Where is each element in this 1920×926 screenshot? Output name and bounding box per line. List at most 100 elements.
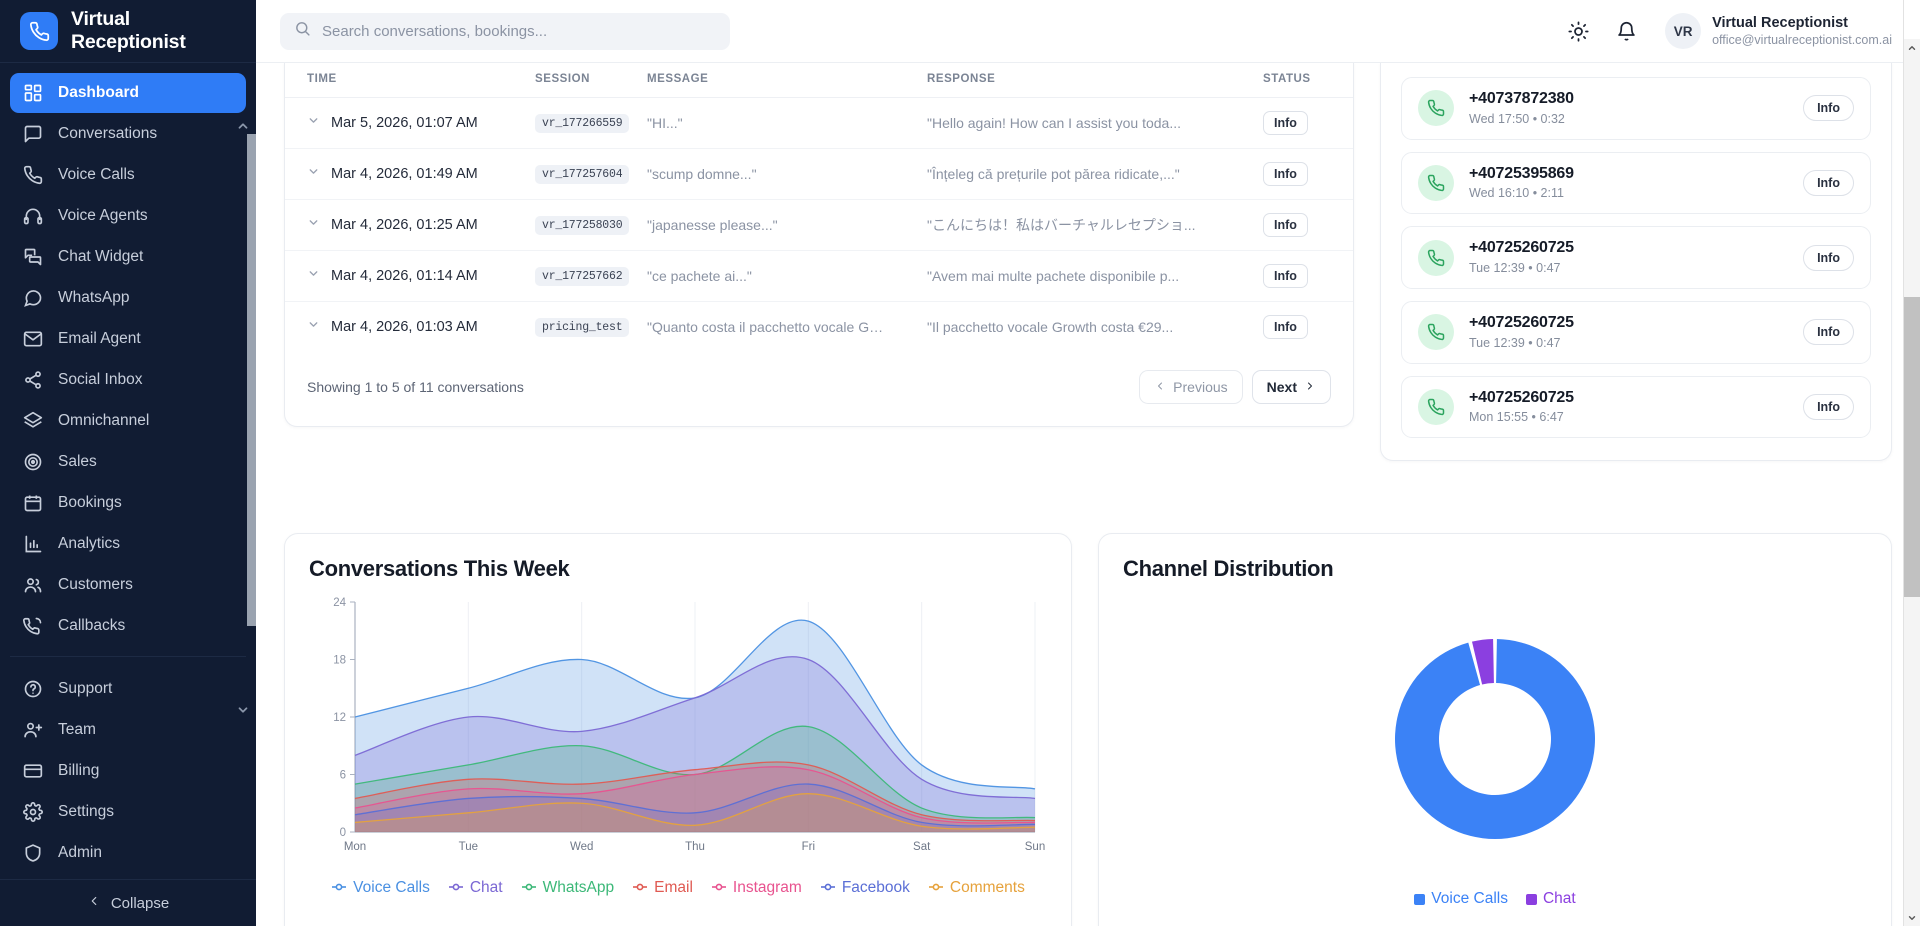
call-details: +40725260725 Tue 12:39 • 0:47 [1469,238,1574,277]
svg-text:Wed: Wed [570,841,593,853]
sidebar-item-support[interactable]: Support [10,669,246,709]
sidebar-primary-nav: Dashboard Conversations Voice Calls Voic… [0,73,256,873]
area-chart-body: 0 6 12 18 24 Mon Tue Wed Thu Fri Sat Sun [309,594,1047,871]
sidebar-item-whatsapp[interactable]: WhatsApp [10,278,246,318]
legend-marker-icon [632,879,648,897]
call-info-button[interactable]: Info [1803,170,1854,196]
sidebar-item-analytics[interactable]: Analytics [10,524,246,564]
sidebar-item-conversations[interactable]: Conversations [10,114,246,154]
sun-icon[interactable] [1565,18,1591,44]
sidebar-item-label: Customers [58,576,133,593]
sidebar-item-admin[interactable]: Admin [10,833,246,873]
collapse-label: Collapse [110,894,170,912]
table-row[interactable]: Mar 4, 2026, 01:03 AM pricing_test "Quan… [285,302,1353,353]
legend-item-voice-calls[interactable]: Voice Calls [1414,890,1508,908]
previous-label: Previous [1173,379,1228,395]
row-time: Mar 4, 2026, 01:49 AM [331,166,478,182]
sidebar-footer: Collapse [0,879,256,926]
legend-item-chat[interactable]: Chat [448,879,503,897]
time-cell: Mar 4, 2026, 01:49 AM [307,165,535,183]
call-list-item[interactable]: +40725395869 Wed 16:10 • 2:11 Info [1401,151,1871,215]
phone-icon [1418,165,1454,201]
sidebar-item-dashboard[interactable]: Dashboard [10,73,246,113]
chevron-down-icon[interactable] [307,267,320,285]
sidebar-scrollbar[interactable] [247,126,256,683]
sidebar-nav-scroll[interactable]: Dashboard Conversations Voice Calls Voic… [0,63,256,879]
sidebar-item-customers[interactable]: Customers [10,565,246,605]
chevron-down-icon[interactable] [307,114,320,132]
sidebar-item-callbacks[interactable]: Callbacks [10,606,246,646]
scroll-down-arrow-icon[interactable] [1904,909,1920,926]
legend-item-instagram[interactable]: Instagram [711,879,802,897]
call-info-button[interactable]: Info [1803,95,1854,122]
user-menu[interactable]: VR Virtual Receptionist office@virtualre… [1661,13,1892,49]
row-info-button[interactable]: Info [1263,213,1308,237]
page-scrollbar-thumb[interactable] [1904,297,1920,597]
sidebar-item-voice-calls[interactable]: Voice Calls [10,155,246,195]
next-page-button[interactable]: Next [1251,370,1331,404]
sidebar-scrollbar-thumb[interactable] [247,134,256,626]
call-info-button[interactable]: Info [1803,319,1854,346]
previous-page-button[interactable]: Previous [1139,370,1243,404]
legend-marker-icon [928,879,944,897]
donut-chart-svg[interactable] [1345,594,1645,884]
donut-slice[interactable] [1395,639,1595,840]
row-info-button[interactable]: Info [1263,315,1308,339]
row-info-button[interactable]: Info [1263,162,1308,186]
sidebar-item-label: Settings [58,803,115,820]
scroll-up-arrow-icon[interactable] [1904,39,1920,56]
user-plus-icon [22,720,43,741]
chevron-down-icon[interactable] [307,318,320,336]
call-list-item[interactable]: +40725260725 Tue 12:39 • 0:47 Info [1401,226,1871,290]
call-info-button[interactable]: Info [1803,394,1854,421]
donut-slice[interactable] [1471,639,1494,685]
bell-icon[interactable] [1613,18,1639,44]
search-container[interactable] [280,12,730,50]
sidebar-item-omnichannel[interactable]: Omnichannel [10,401,246,441]
page-scrollbar[interactable] [1903,0,1920,926]
legend-item-voice-calls[interactable]: Voice Calls [331,879,430,897]
row-response: "Hello again! How can I assist you toda.… [927,115,1181,131]
search-input[interactable] [322,22,716,40]
row-info-button[interactable]: Info [1263,111,1308,135]
sidebar-item-social-inbox[interactable]: Social Inbox [10,360,246,400]
share-icon [22,370,43,391]
chevron-down-icon[interactable] [236,703,250,717]
table-row[interactable]: Mar 4, 2026, 01:25 AM vr_177258030 "japa… [285,199,1353,251]
legend-item-whatsapp[interactable]: WhatsApp [521,879,614,897]
table-row[interactable]: Mar 4, 2026, 01:14 AM vr_177257662 "ce p… [285,250,1353,302]
area-chart-svg[interactable]: 0 6 12 18 24 Mon Tue Wed Thu Fri Sat Sun [309,594,1049,866]
legend-item-chat[interactable]: Chat [1525,890,1576,908]
channel-distribution-card: Channel Distribution Voice Calls Chat [1098,533,1892,926]
sidebar-item-chat-widget[interactable]: Chat Widget [10,237,246,277]
chevron-up-icon[interactable] [236,119,250,133]
table-row[interactable]: Mar 4, 2026, 01:49 AM vr_177257604 "scum… [285,148,1353,200]
sidebar-item-billing[interactable]: Billing [10,751,246,791]
row-info-button[interactable]: Info [1263,264,1308,288]
cell-session: vr_177257662 [535,250,647,302]
sidebar-item-email-agent[interactable]: Email Agent [10,319,246,359]
legend-item-facebook[interactable]: Facebook [820,879,910,897]
user-name: Virtual Receptionist [1712,14,1848,31]
legend-item-email[interactable]: Email [632,879,693,897]
row-time: Mar 4, 2026, 01:25 AM [331,217,478,233]
call-list-item[interactable]: +40737872380 Wed 17:50 • 0:32 Info [1401,77,1871,140]
sidebar-item-sales[interactable]: Sales [10,442,246,482]
cell-status: Info [1263,302,1353,353]
call-info-button[interactable]: Info [1803,244,1854,271]
call-list-item[interactable]: +40725260725 Mon 15:55 • 6:47 Info [1401,375,1871,439]
collapse-sidebar-button[interactable]: Collapse [0,894,256,912]
sidebar-item-team[interactable]: Team [10,710,246,750]
legend-item-comments[interactable]: Comments [928,879,1025,897]
chat-widget-icon [22,247,43,268]
call-list-item[interactable]: +40725260725 Tue 12:39 • 0:47 Info [1401,301,1871,364]
sidebar-item-voice-agents[interactable]: Voice Agents [10,196,246,236]
sidebar-item-label: Voice Agents [58,207,148,224]
table-row[interactable]: Mar 5, 2026, 01:07 AM vr_177266559 "HI..… [285,97,1353,149]
row-time: Mar 4, 2026, 01:14 AM [331,268,478,284]
sidebar-item-bookings[interactable]: Bookings [10,483,246,523]
sidebar-item-settings[interactable]: Settings [10,792,246,832]
chevron-down-icon[interactable] [307,216,320,234]
call-meta: Tue 12:39 • 0:47 [1469,335,1561,350]
chevron-down-icon[interactable] [307,165,320,183]
